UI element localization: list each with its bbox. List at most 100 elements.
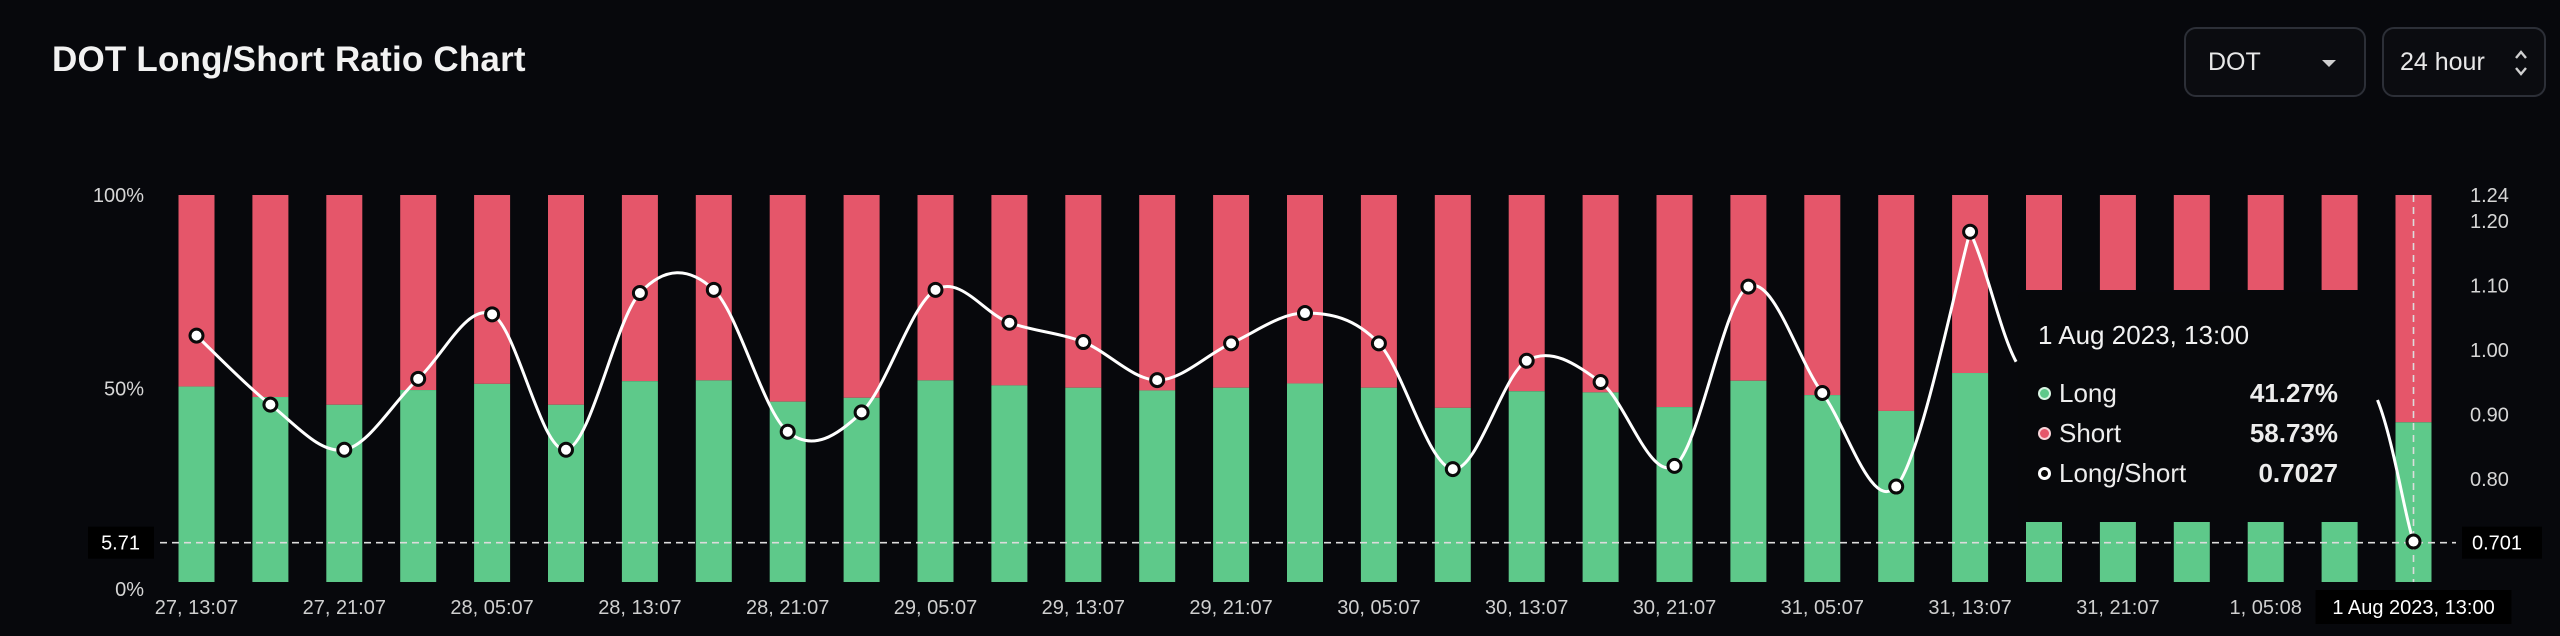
x-tick-label: 27, 21:07	[303, 597, 386, 619]
short-bar	[1213, 195, 1250, 388]
crosshair-left-label-bg	[88, 526, 154, 559]
long-bar	[326, 404, 363, 582]
y-right-tick: 0.90	[2470, 404, 2509, 426]
ratio-point	[1888, 478, 1905, 495]
ratio-point	[188, 327, 205, 344]
short-bar	[1804, 195, 1841, 396]
tooltip-short-value: 58.73%	[2249, 418, 2338, 448]
ratio-point	[705, 281, 722, 298]
short-bar	[991, 195, 1028, 386]
x-tick-label: 30, 05:07	[1337, 597, 1420, 619]
ratio-line-tail	[2376, 399, 2415, 543]
ratio-point	[1740, 278, 1757, 295]
ratio-dot-icon	[2038, 466, 2051, 480]
crosshair-left-label: 5.71	[101, 533, 140, 555]
long-bar	[2321, 522, 2358, 582]
y-right-tick: 1.00	[2470, 340, 2509, 362]
x-tick-label: 31, 13:07	[1928, 597, 2011, 619]
long-bar	[2026, 522, 2062, 582]
long-bar	[695, 380, 732, 582]
ratio-point	[927, 281, 944, 298]
long-bar	[1952, 373, 1989, 582]
ratio-point	[2405, 533, 2422, 550]
x-tick-highlight-bg	[2315, 590, 2512, 624]
short-bar	[400, 195, 437, 391]
long-bar	[917, 380, 954, 582]
ratio-point	[1962, 223, 1979, 240]
short-bar	[769, 195, 806, 402]
time-range-select[interactable]: 24 hour	[2382, 27, 2546, 97]
x-tick-label: 31, 05:07	[1781, 597, 1864, 619]
short-bar	[2247, 195, 2284, 290]
tooltip-short-label: Short	[2059, 418, 2122, 448]
y-left-tick-50: 50%	[104, 379, 144, 401]
long-bar	[1213, 387, 1250, 582]
short-bar	[178, 195, 215, 387]
short-bar	[1287, 195, 1323, 384]
y-right-tick: 1.20	[2470, 211, 2509, 233]
long-bar	[1065, 387, 1102, 582]
crosshair-right-label-bg	[2462, 526, 2542, 559]
page-title: DOT Long/Short Ratio Chart	[52, 40, 526, 79]
long-bar	[1139, 390, 1176, 582]
x-tick-label: 30, 21:07	[1633, 597, 1716, 619]
chart-tooltip: 1 Aug 2023, 13:00 Long 41.27% Short 58.7…	[2018, 292, 2360, 520]
tooltip-long-label: Long	[2059, 378, 2117, 408]
ratio-point	[336, 441, 353, 458]
short-dot-icon	[2038, 426, 2051, 440]
x-tick-label: 29, 21:07	[1189, 597, 1272, 619]
short-bar	[2026, 195, 2062, 290]
short-bar	[548, 195, 584, 405]
ratio-point	[1297, 305, 1313, 322]
ratio-point	[1814, 385, 1831, 402]
chevron-down-icon	[2322, 60, 2336, 67]
tooltip-row-ratio: Long/Short 0.7027	[2038, 458, 2338, 489]
long-bar	[474, 383, 511, 582]
ratio-point	[558, 441, 574, 458]
long-bar	[548, 404, 584, 582]
long-bar	[2247, 522, 2284, 582]
short-bar	[1434, 195, 1471, 408]
long-bar	[178, 386, 215, 582]
long-bar	[252, 397, 289, 582]
long-bar	[1730, 380, 1767, 582]
long-bar	[1287, 383, 1323, 582]
x-tick-label: 29, 13:07	[1042, 597, 1125, 619]
x-tick-label: 30, 13:07	[1485, 597, 1568, 619]
ratio-point	[1370, 335, 1387, 352]
crosshair-right-label: 0.701	[2472, 533, 2522, 555]
short-bar	[474, 195, 511, 384]
long-bar	[1656, 407, 1693, 582]
y-right-tick: 1.24	[2470, 185, 2509, 207]
short-bar	[252, 195, 289, 398]
ratio-point	[1149, 372, 1166, 389]
x-tick-label: 28, 21:07	[746, 597, 829, 619]
ratio-point	[1592, 374, 1609, 391]
ratio-point	[631, 285, 648, 302]
ratio-point	[853, 404, 870, 421]
ratio-point	[484, 306, 501, 323]
time-range-value: 24 hour	[2400, 47, 2485, 76]
long-bar	[1582, 392, 1619, 582]
tooltip-ratio-value: 0.7027	[2258, 458, 2338, 488]
tooltip-date: 1 Aug 2023, 13:00	[2038, 320, 2250, 350]
y-right-tick: 1.10	[2470, 275, 2509, 297]
short-bar	[1139, 195, 1176, 391]
ratio-point	[1666, 457, 1683, 474]
short-bar	[843, 195, 880, 398]
short-bar	[326, 195, 363, 405]
symbol-select[interactable]: DOT	[2184, 27, 2366, 97]
short-bar	[1065, 195, 1102, 388]
x-tick-label: 1, 05:08	[2230, 597, 2302, 619]
long-bar	[1508, 391, 1545, 582]
long-bar	[2173, 522, 2210, 582]
x-tick-label: 28, 13:07	[598, 597, 681, 619]
ratio-point	[262, 396, 279, 413]
x-tick-label: 1 Aug 2023, 13:00	[2332, 597, 2494, 619]
x-tick-label: 29, 05:07	[894, 597, 977, 619]
long-bar	[621, 381, 658, 582]
long-dot-icon	[2038, 386, 2051, 400]
long-bar	[400, 390, 437, 582]
tooltip-long-value: 41.27%	[2249, 378, 2338, 408]
